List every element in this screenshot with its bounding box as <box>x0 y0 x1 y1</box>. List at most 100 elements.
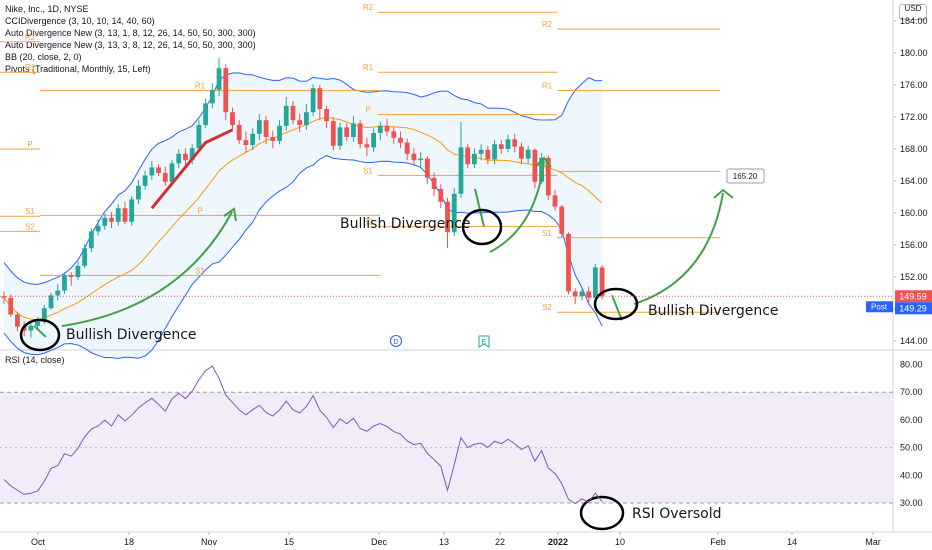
pivot-label: S1 <box>363 166 373 175</box>
bb-lower-line <box>3 154 603 359</box>
candle-body <box>88 231 94 249</box>
rsi-legend: RSI (14, close) <box>5 355 65 365</box>
post-price-tag <box>895 302 932 315</box>
pivot-label: R2 <box>542 20 553 29</box>
candle-body <box>1 296 7 298</box>
pivot-label: R1 <box>25 63 36 72</box>
pivot-label: S2 <box>542 303 552 312</box>
candle-body <box>431 177 437 189</box>
indicator-legend-autodiv-2: Auto Divergence New (3, 13, 3, 8, 12, 26… <box>5 40 256 50</box>
candle-body <box>552 195 558 207</box>
dividend-marker <box>390 335 402 347</box>
candle-body <box>344 127 350 137</box>
arrowhead <box>713 188 734 199</box>
arrowhead <box>535 156 552 168</box>
pivot-label: S2 <box>25 222 35 231</box>
candle-body <box>472 153 477 165</box>
pivot-label: R2 <box>363 3 374 12</box>
candle-body <box>451 193 457 233</box>
candle-body <box>498 144 504 149</box>
dividend-marker-label: D <box>393 339 398 346</box>
rsi-tick-label: 80.00 <box>900 360 923 370</box>
annotation-text: Bullish Divergence <box>648 303 779 319</box>
candle-body <box>102 217 108 226</box>
time-tick-label: Nov <box>201 537 218 547</box>
price-tick-label: 152.00 <box>900 272 928 282</box>
candle-body <box>162 173 168 182</box>
candle-body <box>270 137 276 141</box>
highlight-circle <box>593 287 639 321</box>
last-price-label: 149.59 <box>899 291 927 301</box>
candle-body <box>599 267 605 297</box>
earnings-marker-label: E <box>482 339 487 346</box>
candle-body <box>424 158 430 178</box>
candle-body <box>203 103 208 125</box>
time-tick-label: 2022 <box>548 537 568 547</box>
candle-body <box>256 120 262 134</box>
candle-body <box>115 208 121 222</box>
price-tick-label: 168.00 <box>900 144 928 154</box>
candle-body <box>398 137 403 143</box>
pivot-label: S2 <box>363 218 373 227</box>
last-price-tag <box>895 290 932 303</box>
candle-body <box>230 112 235 125</box>
candle-body <box>223 68 229 113</box>
price-tick-label: 144.00 <box>900 336 928 346</box>
price-tick-label: 160.00 <box>900 208 928 218</box>
candle-body <box>505 139 511 149</box>
post-tag <box>866 301 893 313</box>
time-tick-label: Oct <box>31 537 46 547</box>
divergence-line-green <box>33 325 47 338</box>
currency-button[interactable]: USD <box>899 4 927 20</box>
candle-body <box>8 297 14 315</box>
candle-body <box>250 133 256 145</box>
candle-body <box>351 123 356 137</box>
candle-body <box>176 153 182 164</box>
candle-body <box>35 321 40 326</box>
time-tick-label: 22 <box>495 537 505 547</box>
pivot-label: P <box>365 106 370 115</box>
bb-upper-line <box>3 72 603 285</box>
candle-body <box>545 157 551 196</box>
divergence-line-green <box>474 188 485 227</box>
price-tick-label: 176.00 <box>900 80 928 90</box>
rsi-tick-label: 30.00 <box>900 498 923 508</box>
price-tick-label: 164.00 <box>900 176 928 186</box>
candle-body <box>243 140 249 145</box>
bb-basis-line <box>3 116 603 321</box>
candle-body <box>337 127 343 146</box>
candle-body <box>364 144 370 148</box>
arrowhead <box>223 207 237 222</box>
annotation-text: RSI Oversold <box>632 506 722 522</box>
candle-body <box>579 291 585 297</box>
candle-body <box>28 325 34 331</box>
indicator-legend-bb: BB (20, close, 2, 0) <box>5 52 82 62</box>
pivot-label: P <box>27 140 32 149</box>
candle-body <box>209 89 215 104</box>
candle-body <box>458 147 464 194</box>
candle-body <box>283 105 289 126</box>
candle-body <box>539 157 544 182</box>
candle-body <box>592 267 598 298</box>
candle-body <box>485 149 491 160</box>
time-tick-label: Mar <box>865 537 881 547</box>
candle-body <box>525 149 531 159</box>
highlight-circle <box>19 318 61 352</box>
candle-body <box>411 153 417 161</box>
bullish-arrow-2 <box>489 160 545 253</box>
candle-body <box>572 291 578 297</box>
candle-body <box>15 314 20 327</box>
candle-body <box>324 109 329 121</box>
candle-body <box>142 175 148 186</box>
rsi-tick-label: 50.00 <box>900 443 923 453</box>
target-label: 165.20 <box>733 172 758 181</box>
candle-body <box>290 105 296 121</box>
candle-body <box>445 201 450 233</box>
divergence-line-green <box>611 295 623 321</box>
bb-fill <box>4 72 603 359</box>
candle-body <box>519 146 524 159</box>
pivot-label: R1 <box>363 63 374 72</box>
candle-body <box>586 291 592 298</box>
candle-body <box>68 275 74 277</box>
